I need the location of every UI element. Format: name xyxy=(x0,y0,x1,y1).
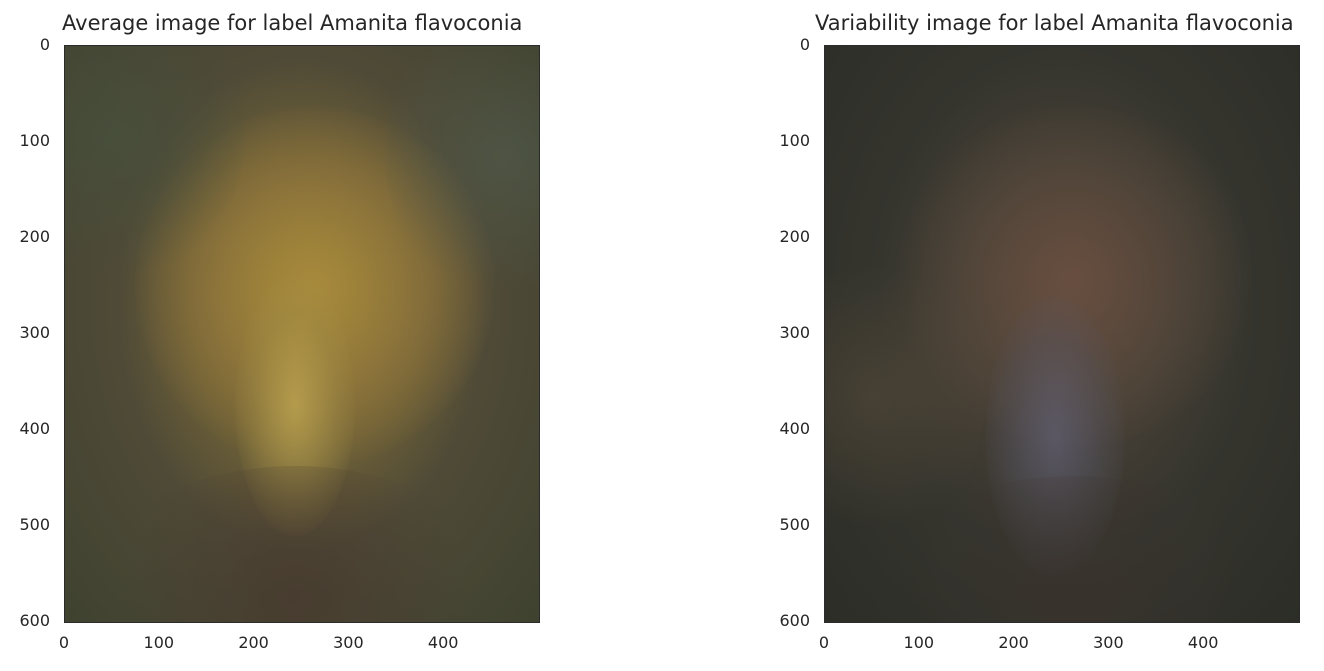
variability-y-tick-label: 600 xyxy=(779,611,810,630)
variability-x-tick-label: 0 xyxy=(818,633,830,652)
average-x-tick-label: 0 xyxy=(58,633,70,652)
variability-y-tick-label: 500 xyxy=(779,515,810,534)
variability-y-tick-label: 300 xyxy=(779,323,810,342)
variability-x-tick-label: 100 xyxy=(903,633,935,652)
variability-y-tick-label: 0 xyxy=(799,35,810,54)
variability-x-tick-label: 400 xyxy=(1187,633,1219,652)
average-y-tick-label: 300 xyxy=(19,323,50,342)
variability-y-tick-label: 100 xyxy=(779,131,810,150)
average-y-tick-label: 500 xyxy=(19,515,50,534)
average-image xyxy=(64,45,540,623)
average-image-title: Average image for label Amanita flavocon… xyxy=(62,11,523,35)
variability-y-tick-label: 200 xyxy=(779,227,810,246)
average-y-tick-label: 200 xyxy=(19,227,50,246)
variability-x-tick-label: 300 xyxy=(1093,633,1124,652)
variability-image xyxy=(824,45,1300,623)
average-y-tick-label: 100 xyxy=(19,131,50,150)
average-x-tick-label: 200 xyxy=(238,633,269,652)
average-x-tick-label: 300 xyxy=(333,633,364,652)
average-x-tick-label: 100 xyxy=(143,633,175,652)
average-image-bottom-shade xyxy=(85,466,505,622)
variability-y-tick-label: 400 xyxy=(779,419,810,438)
average-y-tick-label: 0 xyxy=(39,35,50,54)
average-x-tick-label: 400 xyxy=(427,633,459,652)
variability-image-title: Variability image for label Amanita flav… xyxy=(815,11,1294,35)
average-y-tick-label: 400 xyxy=(19,419,50,438)
variability-x-tick-label: 200 xyxy=(998,633,1029,652)
average-y-tick-label: 600 xyxy=(19,611,50,630)
